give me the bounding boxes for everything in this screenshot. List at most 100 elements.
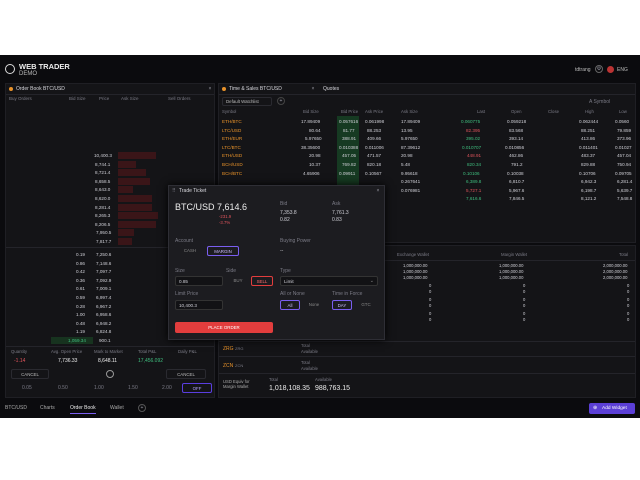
tab-wallet[interactable]: Wallet <box>110 405 124 411</box>
none-button[interactable]: None <box>308 302 320 307</box>
cancel-bids-button[interactable]: CANCEL <box>11 369 49 379</box>
quote-row[interactable]: ETH/USD 20.98 457.05 471.57 20.98 448.91 462.8… <box>219 151 635 160</box>
drag-handle-icon[interactable]: ⠿ <box>172 188 176 194</box>
add-watchlist-icon[interactable]: + <box>277 97 285 105</box>
total-value: 0 <box>627 297 630 302</box>
quote-row[interactable]: LTC/USD 80.64 81.77 88.253 13.95 82.395 83.568… <box>219 126 635 135</box>
close-icon[interactable]: × <box>208 86 212 92</box>
buy-button[interactable]: BUY <box>233 278 243 283</box>
tab-time-sales[interactable]: Time & Sales BTC/USD <box>229 86 282 92</box>
bid-row[interactable]: 0.48 6,948.2 <box>6 319 214 328</box>
quote-low: 373.96 <box>617 136 632 142</box>
cash-button[interactable]: CASH <box>183 248 197 253</box>
step-1-50[interactable]: 1.50 <box>128 385 138 391</box>
bid-row[interactable]: 0.19 7,250.6 <box>6 250 214 259</box>
bid-row[interactable]: 0.42 7,097.7 <box>6 267 214 276</box>
quote-bid-price: 0.010388 <box>339 144 359 150</box>
trade-ticket-title: Trade Ticket <box>179 188 207 194</box>
language-select[interactable]: ENG <box>617 67 628 73</box>
ask-row[interactable]: 8,744.10.36 <box>6 160 214 169</box>
bid-size: 0.36 <box>76 277 85 283</box>
wallet-row: 0 0 0 <box>219 311 635 317</box>
symbol-search-input[interactable]: A Symbol <box>589 99 611 105</box>
bid-size: 0.28 <box>76 303 85 309</box>
order-type-select[interactable]: Limit ⌄ <box>280 276 378 286</box>
quote-bid-size: 5.97650 <box>305 136 322 142</box>
close-icon[interactable]: × <box>311 86 315 92</box>
quote-row[interactable]: ETH/EUR 5.97650 388.91 409.66 5.97650 395.02 3… <box>219 134 635 143</box>
wallet-row: 1,000,000.00 1,000,000.00 2,000,000.00 <box>219 263 635 269</box>
label-mtm: Mark to Market <box>94 349 123 354</box>
col-margin-wallet: Margin Wallet <box>501 252 528 257</box>
bid-row[interactable]: 0.28 6,967.2 <box>6 302 214 311</box>
bid-size: 0.82 <box>280 217 290 223</box>
plus-icon: ⊕ <box>593 405 598 411</box>
bid-row[interactable]: 0.86 7,148.6 <box>6 259 214 268</box>
center-toggle-icon[interactable] <box>106 370 114 378</box>
bid-row[interactable]: 1,059.34 900.1 <box>6 336 214 345</box>
quote-row[interactable]: ETH/BTC 17.89409 0.057616 0.061998 17.89409 0… <box>219 117 635 126</box>
total-value: 0 <box>627 288 630 294</box>
tab-quotes[interactable]: Quotes <box>323 86 340 92</box>
step-0-50[interactable]: 0.50 <box>58 385 68 391</box>
ask-row[interactable]: 8,265.30.89 <box>6 211 214 220</box>
exchange-value: 0 <box>429 288 432 294</box>
size-input[interactable]: 0.85 <box>175 276 223 286</box>
coin-available-label: Available <box>301 366 318 371</box>
ask-row[interactable]: 8,281.40.75 <box>6 203 214 212</box>
ask-row[interactable]: 8,721.40.63 <box>6 168 214 177</box>
step-2-00[interactable]: 2.00 <box>162 385 172 391</box>
quote-row[interactable]: 0.267641 6,389.8 6,810.7 6,942.3 6,281.4 <box>219 177 635 186</box>
bid-row[interactable]: 1.00 6,958.6 <box>6 310 214 319</box>
quote-row[interactable]: 7,616.6 7,846.5 8,121.2 7,548.8 <box>219 194 635 203</box>
ask-row[interactable]: 7,817.70.30 <box>6 237 214 246</box>
tab-btc-usd[interactable]: BTC/USD <box>5 405 27 411</box>
sell-button[interactable]: SELL <box>251 276 273 286</box>
user-name[interactable]: tdtrang <box>575 67 591 73</box>
panel-status-dot <box>9 87 13 91</box>
label-total-pl: Total P&L <box>138 349 157 354</box>
gtc-button[interactable]: GTC <box>361 302 371 307</box>
ask-row[interactable]: 7,950.50.35 <box>6 228 214 237</box>
tab-order-book[interactable]: Order Book <box>70 405 96 411</box>
quote-low: 79.859 <box>617 127 632 133</box>
off-toggle[interactable]: OFF <box>182 383 212 393</box>
place-order-button[interactable]: PLACE ORDER <box>175 322 273 333</box>
day-button[interactable]: DAY <box>332 300 352 310</box>
close-icon[interactable]: × <box>376 188 380 194</box>
ask-row[interactable]: 8,643.00.31 <box>6 185 214 194</box>
bid-row[interactable]: 1.19 6,824.8 <box>6 327 214 336</box>
step-0-05[interactable]: 0.05 <box>22 385 32 391</box>
quote-row[interactable]: BCH/BTC 4.65906 0.09911 0.10567 9.95618 0.101… <box>219 169 635 178</box>
margin-value: 0 <box>523 311 526 316</box>
bid-price: 6,824.8 <box>96 329 112 335</box>
step-1-00[interactable]: 1.00 <box>94 385 104 391</box>
wallet-row: 0 0 0 <box>219 297 635 303</box>
margin-value: 0 <box>523 297 526 302</box>
all-button[interactable]: All <box>280 300 300 310</box>
ask-row[interactable]: 8,206.50.86 <box>6 220 214 229</box>
quote-last: 0.10106 <box>463 170 480 176</box>
quote-row[interactable]: 0.076981 5,727.1 5,967.6 6,198.7 5,639.7 <box>219 186 635 195</box>
bid-row[interactable]: 0.61 7,009.1 <box>6 284 214 293</box>
cancel-asks-button[interactable]: CANCEL <box>166 369 206 379</box>
tab-charts[interactable]: Charts <box>40 405 55 411</box>
quote-row[interactable]: LTC/BTC 38.35600 0.010388 0.011006 87.39612 0… <box>219 143 635 152</box>
bid-row[interactable]: 0.36 7,092.9 <box>6 276 214 285</box>
watchlist-select[interactable]: Default Watchlist <box>222 97 272 106</box>
limit-price-value: 10,400.3 <box>179 303 197 308</box>
limit-price-input[interactable]: 10,400.3 <box>175 300 223 310</box>
coin-total-label: Total <box>301 343 310 348</box>
ask-row[interactable]: 8,620.00.74 <box>6 194 214 203</box>
bid-row[interactable]: 0.59 6,997.4 <box>6 293 214 302</box>
settings-icon[interactable]: ⚙ <box>595 65 603 73</box>
add-tab-icon[interactable]: + <box>138 404 146 412</box>
wallet-row: 0 0 0 <box>219 317 635 323</box>
type-label: Type <box>280 268 291 274</box>
ask-row[interactable]: 8,658.50.72 <box>6 177 214 186</box>
quote-row[interactable]: BCH/USD 10.37 769.82 820.18 5.48 820.34 791.2 8… <box>219 160 635 169</box>
trade-ticket-modal: ⠿ Trade Ticket × BTC/USD 7,614.6 -231.9 … <box>168 185 385 340</box>
add-widget-button[interactable]: ⊕ Add Widget <box>589 403 635 414</box>
ask-row[interactable]: 10,400.30.85 <box>6 151 214 160</box>
margin-button[interactable]: MARGIN <box>207 246 239 256</box>
